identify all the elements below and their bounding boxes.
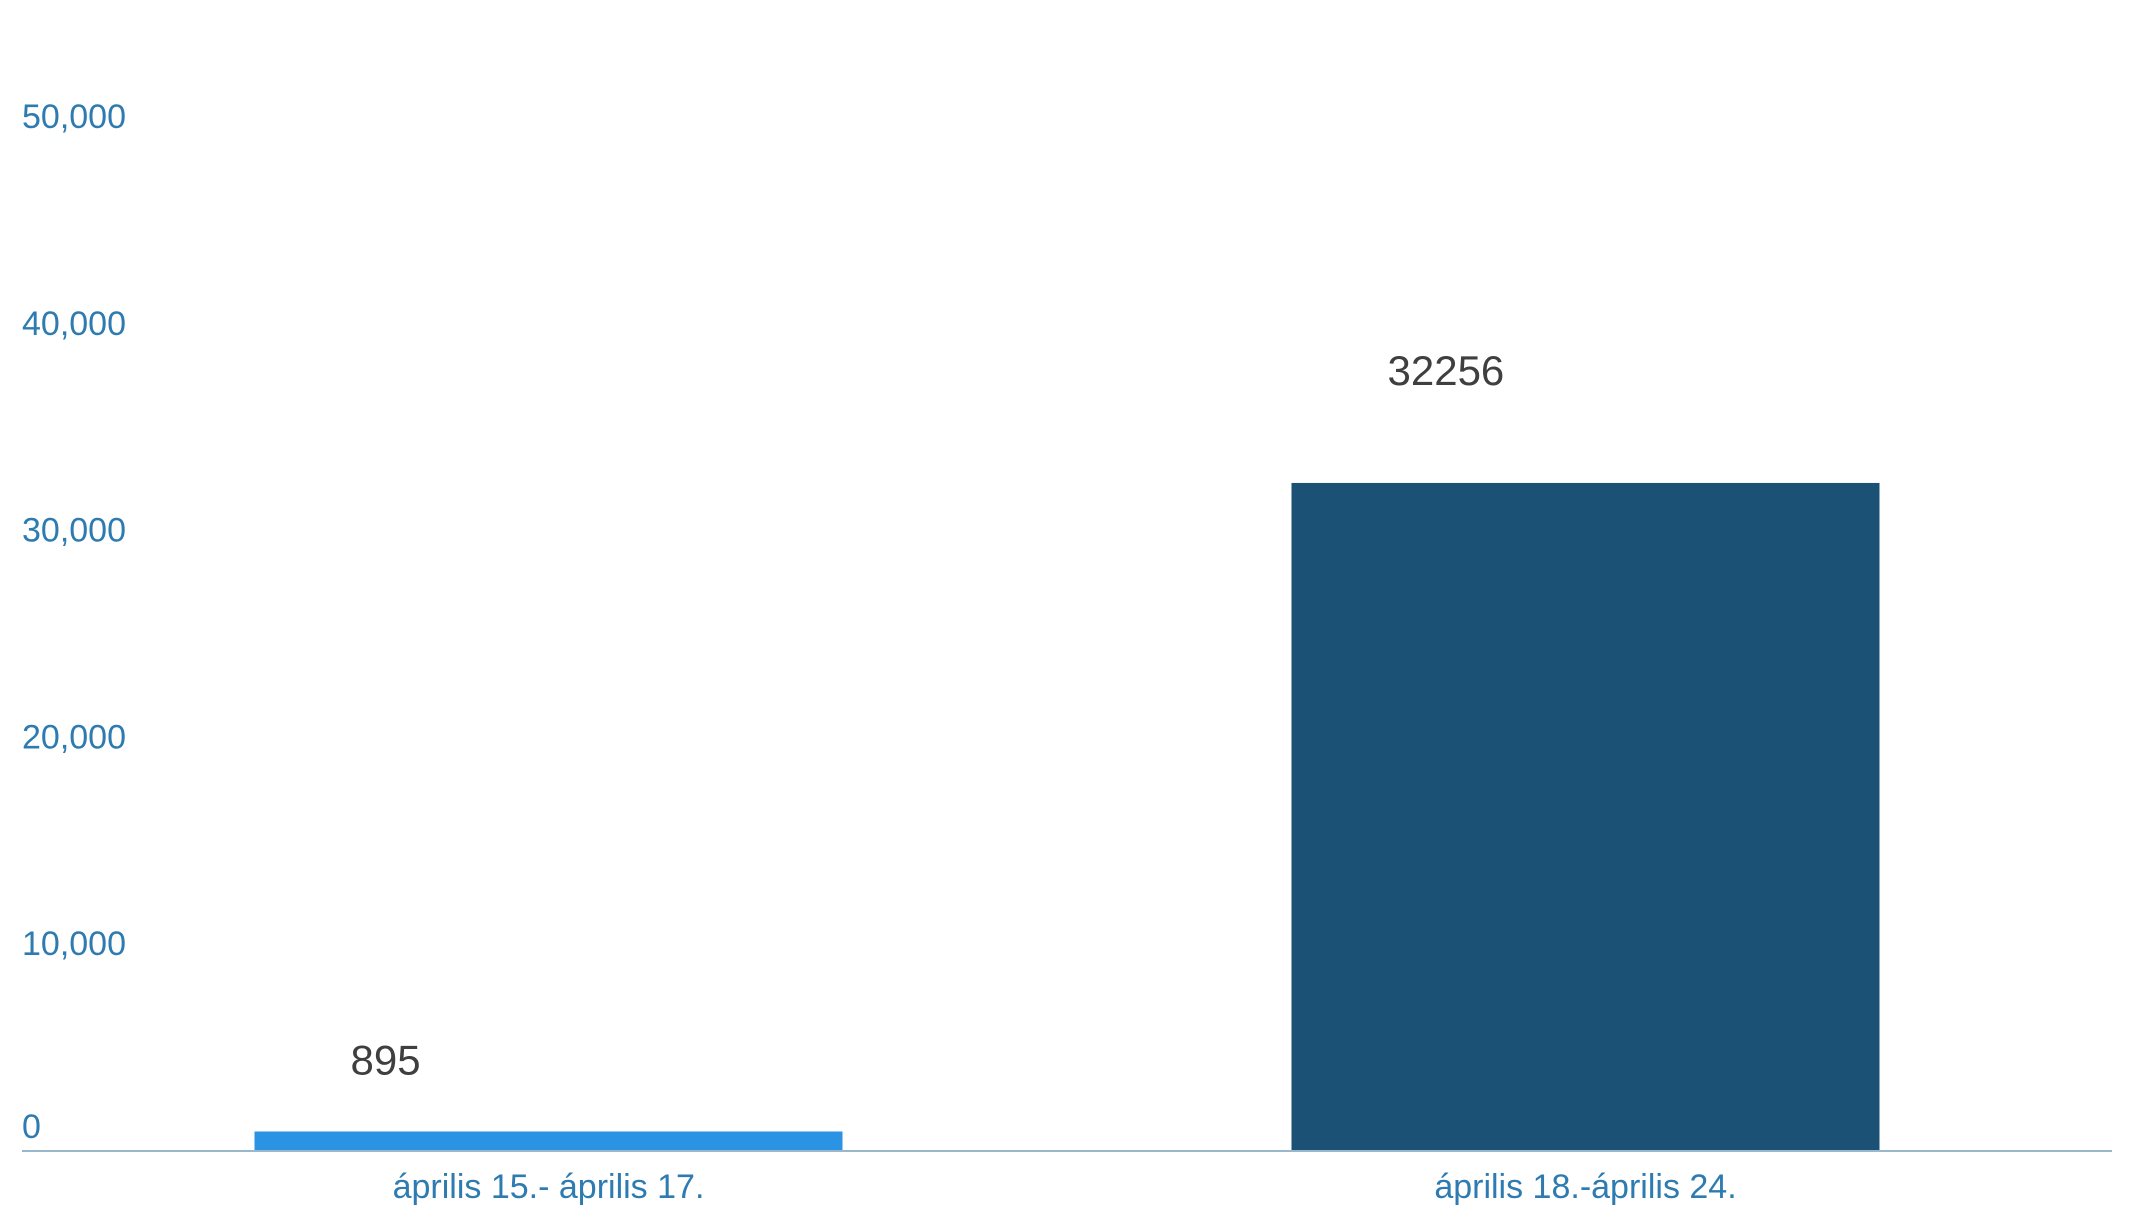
- x-axis-labels: április 15.- április 17. április 18.-ápri…: [393, 1168, 1737, 1206]
- y-tick-label: 30,000: [22, 512, 126, 550]
- y-tick-label: 40,000: [22, 305, 126, 343]
- y-tick-label: 10,000: [22, 925, 126, 963]
- y-tick-label: 0: [22, 1108, 41, 1146]
- bar: [1291, 482, 1880, 1150]
- y-tick-label: 20,000: [22, 718, 126, 756]
- data-labels: 895 32256: [351, 347, 1505, 1084]
- y-axis-ticks: 0 10,000 20,000 30,000 40,000 50,000: [22, 98, 126, 1146]
- bar: [254, 1131, 843, 1150]
- x-tick-label: április 18.-április 24.: [1434, 1168, 1736, 1206]
- data-label: 895: [351, 1036, 421, 1083]
- data-label: 32256: [1388, 347, 1505, 394]
- bars: [254, 482, 1880, 1150]
- y-tick-label: 50,000: [22, 98, 126, 136]
- x-tick-label: április 15.- április 17.: [393, 1168, 705, 1206]
